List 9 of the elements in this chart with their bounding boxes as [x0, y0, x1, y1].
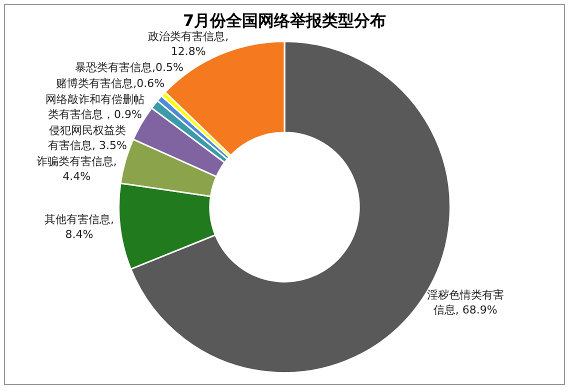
chart-title: 7月份全国网络举报类型分布	[182, 10, 386, 30]
slice-label: 其他有害信息, 8.4%	[44, 212, 114, 241]
slice-label: 政治类有害信息, 12.8%	[148, 30, 229, 58]
slice-label: 淫秽色情类有害信息, 68.9%	[426, 288, 504, 317]
slice-label: 暴恐类有害信息,0.5%	[75, 61, 184, 74]
slice-label: 网络敲诈和有偿删帖类有害信息，0.9%	[45, 93, 144, 122]
slice-label: 侵犯网民权益类有害信息, 3.5%	[48, 124, 127, 152]
slice-label: 诈骗类有害信息, 4.4%	[36, 155, 117, 184]
slice-label: 赌博类有害信息,0.6%	[56, 77, 165, 90]
